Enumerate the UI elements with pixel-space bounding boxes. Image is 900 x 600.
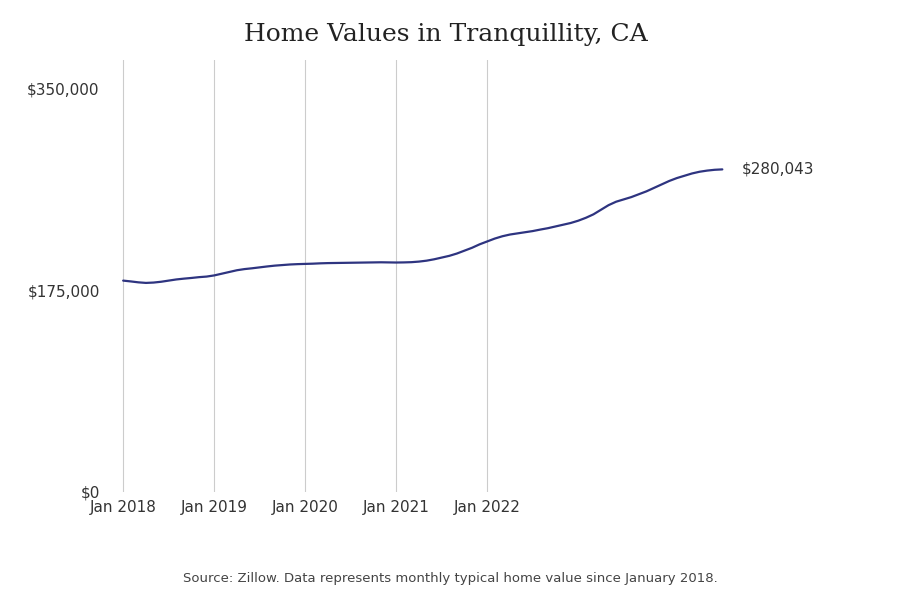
Title: Home Values in Tranquillity, CA: Home Values in Tranquillity, CA (244, 23, 647, 46)
Text: $280,043: $280,043 (742, 162, 814, 177)
Text: Source: Zillow. Data represents monthly typical home value since January 2018.: Source: Zillow. Data represents monthly … (183, 572, 717, 585)
